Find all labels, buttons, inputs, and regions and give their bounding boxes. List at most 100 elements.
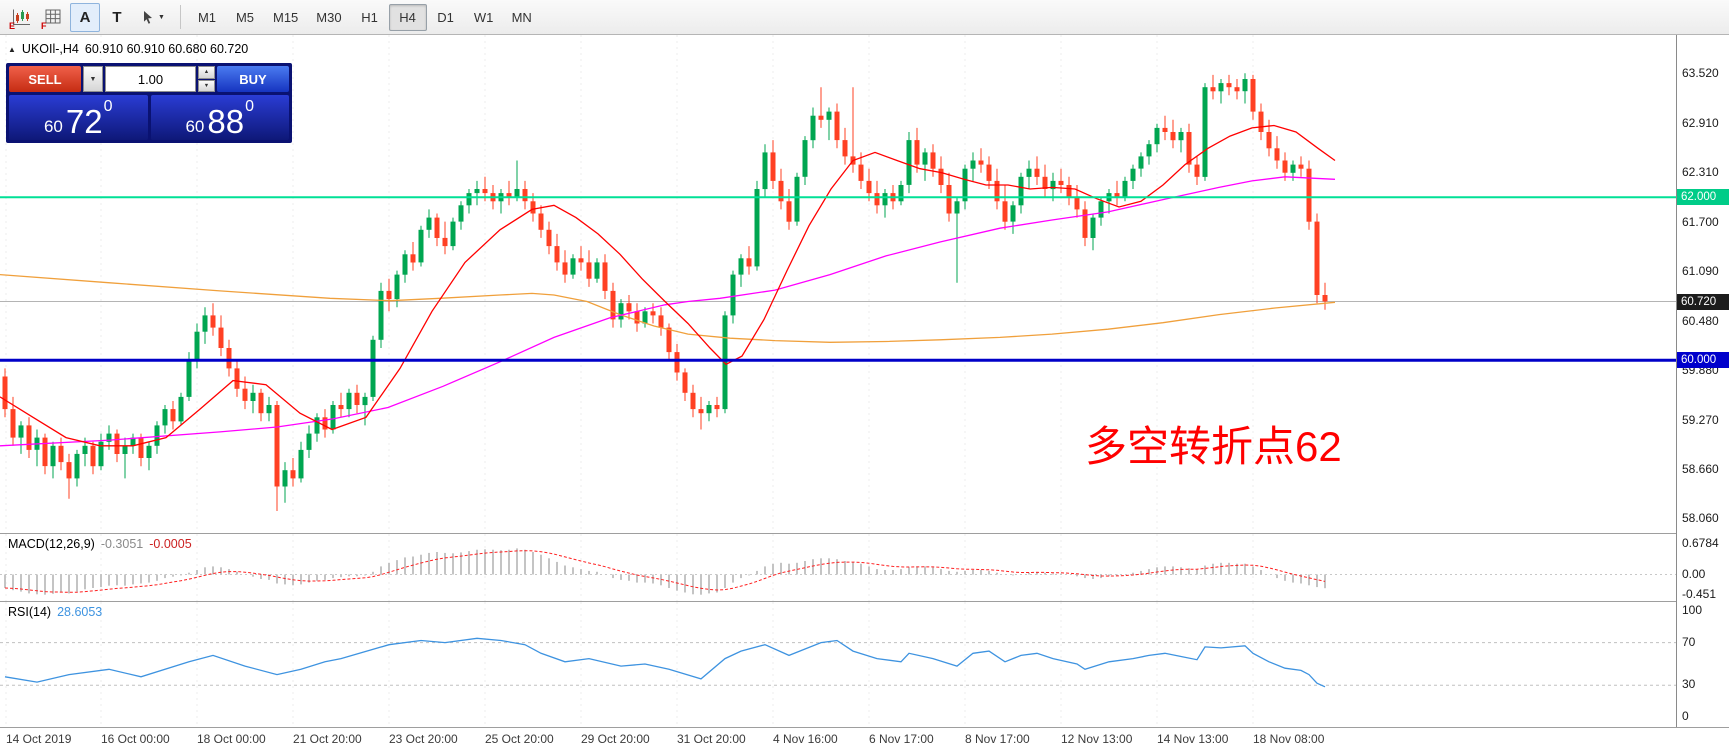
grid-tool-button[interactable]: F xyxy=(38,3,68,32)
rsi-panel[interactable]: RSI(14) 28.6053 xyxy=(0,601,1676,727)
timeframe-w1[interactable]: W1 xyxy=(473,9,494,25)
timeframe-mn[interactable]: MN xyxy=(511,9,532,25)
price-axis-label: 59.270 xyxy=(1682,412,1719,427)
one-click-trade-panel: SELL ▼ ▲ ▼ BUY 60 72 0 6 xyxy=(6,63,292,143)
rsi-axis-label: 70 xyxy=(1682,634,1696,649)
rsi-name: RSI(14) xyxy=(8,605,52,619)
chart-annotation: 多空转折点62 xyxy=(1085,423,1342,470)
volume-input[interactable] xyxy=(105,66,196,92)
timeframe-h1[interactable]: H1 xyxy=(361,9,378,25)
cursor-tool-button[interactable]: ▼ xyxy=(134,3,172,32)
time-label: 21 Oct 20:00 xyxy=(293,732,362,746)
main-chart-svg[interactable] xyxy=(0,35,1676,533)
buy-price-sup: 0 xyxy=(245,98,255,115)
ma-slow-orange xyxy=(0,273,1336,343)
timeframe-m1[interactable]: M1 xyxy=(197,9,217,25)
volume-decrement-button[interactable]: ▼ xyxy=(198,79,215,92)
timeframe-h4[interactable]: H4 xyxy=(388,3,427,31)
rsi-axis-label: 100 xyxy=(1682,602,1703,617)
time-label: 16 Oct 00:00 xyxy=(101,732,170,746)
time-label: 14 Nov 13:00 xyxy=(1157,732,1229,746)
tool-badge: E xyxy=(9,20,16,31)
symbol-info: ▲ UKOIl-,H4 60.910 60.910 60.680 60.720 xyxy=(8,42,248,56)
rsi-value: 28.6053 xyxy=(57,605,103,619)
price-axis-label: 62.910 xyxy=(1682,116,1719,130)
time-label: 29 Oct 20:00 xyxy=(581,732,650,746)
symbol-ohlc: 60.910 60.910 60.680 60.720 xyxy=(84,42,249,56)
main-chart-panel[interactable]: ▲ UKOIl-,H4 60.910 60.910 60.680 60.720 … xyxy=(0,35,1676,533)
time-label: 31 Oct 20:00 xyxy=(677,732,746,746)
timeframe-group: M1 M5 M15 M30 H1 H4 D1 W1 MN xyxy=(188,3,541,31)
tool-badge: F xyxy=(41,20,47,31)
macd-main-value: -0.3051 xyxy=(100,537,144,551)
timeframe-d1[interactable]: D1 xyxy=(437,9,454,25)
price-axis-label: 61.090 xyxy=(1682,264,1719,279)
macd-svg xyxy=(0,534,1676,601)
macd-label: MACD(12,26,9) -0.3051 -0.0005 xyxy=(8,537,192,551)
collapse-arrow-icon: ▲ xyxy=(8,44,16,54)
grid-icon xyxy=(45,9,62,25)
indicators-tool-button[interactable]: E xyxy=(6,3,36,32)
rsi-label: RSI(14) 28.6053 xyxy=(8,605,102,619)
time-label: 14 Oct 2019 xyxy=(6,732,72,746)
price-axis-label: 61.700 xyxy=(1682,214,1719,229)
sell-price-big: 72 xyxy=(65,102,103,140)
rsi-axis-label: 0 xyxy=(1682,709,1689,724)
macd-axis-label: 0.6784 xyxy=(1682,536,1719,550)
time-label: 23 Oct 20:00 xyxy=(389,732,458,746)
rsi-line xyxy=(4,637,1326,688)
time-label: 12 Nov 13:00 xyxy=(1061,732,1133,746)
macd-signal-line xyxy=(4,550,1326,593)
price-axis-label: 58.060 xyxy=(1682,511,1719,526)
macd-histogram xyxy=(4,548,1326,595)
candles xyxy=(2,73,1328,511)
sell-button[interactable]: SELL xyxy=(9,66,81,92)
buy-button[interactable]: BUY xyxy=(217,66,289,92)
macd-name: MACD(12,26,9) xyxy=(8,537,95,551)
text-t-button[interactable]: T xyxy=(112,8,122,26)
rsi-svg xyxy=(0,602,1676,727)
ma-medium-magenta xyxy=(0,176,1336,447)
buy-price-display[interactable]: 60 88 0 xyxy=(150,95,289,140)
indicators-chart-icon xyxy=(12,9,31,26)
rsi-axis-label: 30 xyxy=(1682,677,1696,692)
symbol-title: UKOIl-,H4 xyxy=(21,42,79,56)
timeframe-m30[interactable]: M30 xyxy=(316,9,342,25)
toolbar-separator xyxy=(180,5,181,29)
time-label: 18 Oct 00:00 xyxy=(197,732,266,746)
time-label: 25 Oct 20:00 xyxy=(485,732,554,746)
sell-price-sup: 0 xyxy=(103,98,113,115)
price-axis-label: 62.310 xyxy=(1682,164,1719,179)
sell-price-major: 60 xyxy=(43,117,63,136)
volume-dropdown-button[interactable]: ▼ xyxy=(83,66,103,92)
macd-panel[interactable]: MACD(12,26,9) -0.3051 -0.0005 xyxy=(0,533,1676,601)
price-axis: 63.520 62.910 62.310 61.700 61.090 60.480 59.8… xyxy=(1676,35,1729,727)
timeframe-m5[interactable]: M5 xyxy=(235,9,255,25)
buy-price-major: 60 xyxy=(185,117,205,136)
cursor-arrow-icon xyxy=(141,10,155,25)
time-label: 6 Nov 17:00 xyxy=(869,732,934,746)
volume-stepper: ▲ ▼ xyxy=(198,66,215,92)
chevron-down-icon: ▼ xyxy=(158,13,165,21)
sell-price-display[interactable]: 60 72 0 xyxy=(9,95,148,140)
volume-increment-button[interactable]: ▲ xyxy=(198,66,215,79)
price-tag: 60.000 xyxy=(1677,352,1729,369)
annotation-a-button[interactable]: A xyxy=(70,2,100,32)
chevron-down-icon: ▼ xyxy=(89,75,97,83)
price-axis-label: 63.520 xyxy=(1682,66,1719,81)
price-tag: 60.720 xyxy=(1677,293,1729,310)
macd-signal-value: -0.0005 xyxy=(149,537,192,551)
macd-axis-label: -0.451 xyxy=(1682,586,1717,601)
time-axis: 14 Oct 2019 16 Oct 00:00 18 Oct 00:00 21 Oc… xyxy=(0,727,1729,750)
time-label: 8 Nov 17:00 xyxy=(965,732,1030,746)
price-axis-label: 60.480 xyxy=(1682,314,1719,329)
buy-price-big: 88 xyxy=(207,102,245,140)
time-label: 18 Nov 08:00 xyxy=(1253,732,1325,746)
toolbar: E F A T ▼ M1 M5 M15 M30 H1 H4 D1 W1 MN xyxy=(0,0,1729,35)
price-tag: 62.000 xyxy=(1677,189,1729,206)
time-label: 4 Nov 16:00 xyxy=(773,732,838,746)
ma-fast-red xyxy=(0,124,1336,447)
chart-workspace: ▲ UKOIl-,H4 60.910 60.910 60.680 60.720 … xyxy=(0,35,1729,750)
timeframe-m15[interactable]: M15 xyxy=(273,9,299,25)
